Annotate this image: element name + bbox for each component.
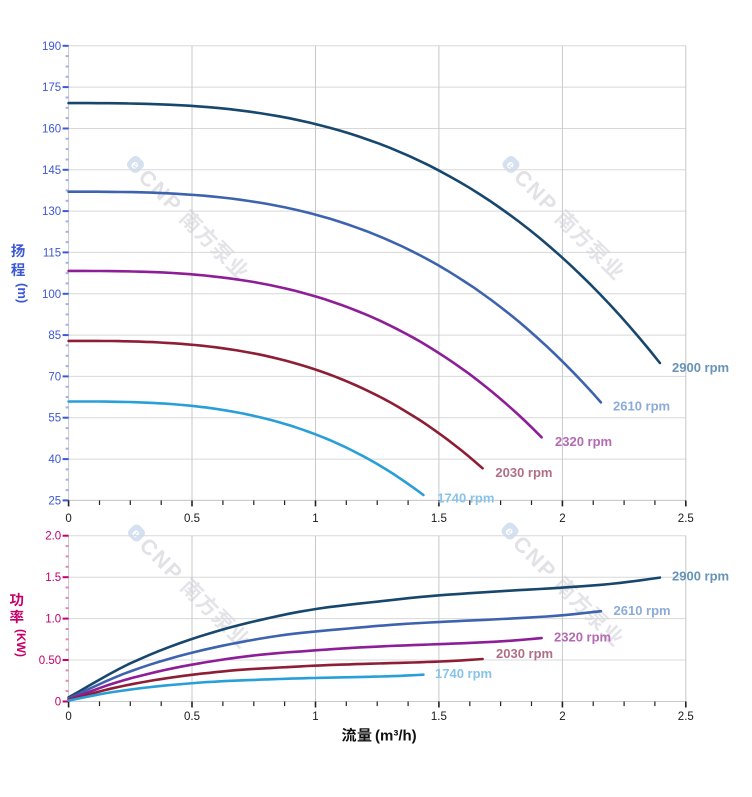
svg-text:40: 40 <box>48 454 61 466</box>
svg-text:2: 2 <box>559 513 565 525</box>
svg-text:1740 rpm: 1740 rpm <box>435 666 492 681</box>
svg-text:0: 0 <box>55 697 61 709</box>
svg-text:(m): (m) <box>15 283 30 303</box>
svg-text:1.5: 1.5 <box>431 513 447 525</box>
svg-text:2.5: 2.5 <box>678 711 694 723</box>
svg-text:1740 rpm: 1740 rpm <box>437 491 494 506</box>
svg-text:1.0: 1.0 <box>45 614 61 626</box>
svg-text:2610 rpm: 2610 rpm <box>614 603 671 618</box>
svg-text:85: 85 <box>48 330 61 342</box>
svg-text:175: 175 <box>42 82 61 94</box>
svg-text:2320 rpm: 2320 rpm <box>554 629 611 644</box>
svg-text:100: 100 <box>42 289 61 301</box>
svg-text:1: 1 <box>312 711 318 723</box>
svg-text:2900 rpm: 2900 rpm <box>672 569 729 584</box>
svg-text:1.5: 1.5 <box>45 572 61 584</box>
svg-text:0: 0 <box>65 513 71 525</box>
svg-text:0: 0 <box>65 711 71 723</box>
svg-text:2900 rpm: 2900 rpm <box>672 360 729 375</box>
svg-text:160: 160 <box>42 124 61 136</box>
svg-text:115: 115 <box>43 247 61 259</box>
svg-text:2.5: 2.5 <box>678 513 694 525</box>
svg-text:25: 25 <box>48 495 61 507</box>
svg-text:2610 rpm: 2610 rpm <box>613 399 670 414</box>
svg-text:2320 rpm: 2320 rpm <box>555 434 612 449</box>
svg-text:2: 2 <box>559 711 565 723</box>
svg-text:0.50: 0.50 <box>39 655 61 667</box>
svg-text:0.5: 0.5 <box>184 711 200 723</box>
svg-text:70: 70 <box>48 371 61 383</box>
svg-text:190: 190 <box>42 41 61 53</box>
svg-text:130: 130 <box>42 206 61 218</box>
svg-text:145: 145 <box>42 165 61 177</box>
svg-text:2030 rpm: 2030 rpm <box>496 646 553 661</box>
svg-text:1.5: 1.5 <box>431 711 447 723</box>
svg-text:0.5: 0.5 <box>184 513 200 525</box>
svg-text:1: 1 <box>312 513 318 525</box>
svg-text:(KW): (KW) <box>14 629 28 657</box>
svg-text:(m³/h): (m³/h) <box>375 728 417 745</box>
svg-text:2.0: 2.0 <box>45 531 61 543</box>
svg-text:55: 55 <box>48 413 61 425</box>
svg-text:2030 rpm: 2030 rpm <box>495 465 552 480</box>
